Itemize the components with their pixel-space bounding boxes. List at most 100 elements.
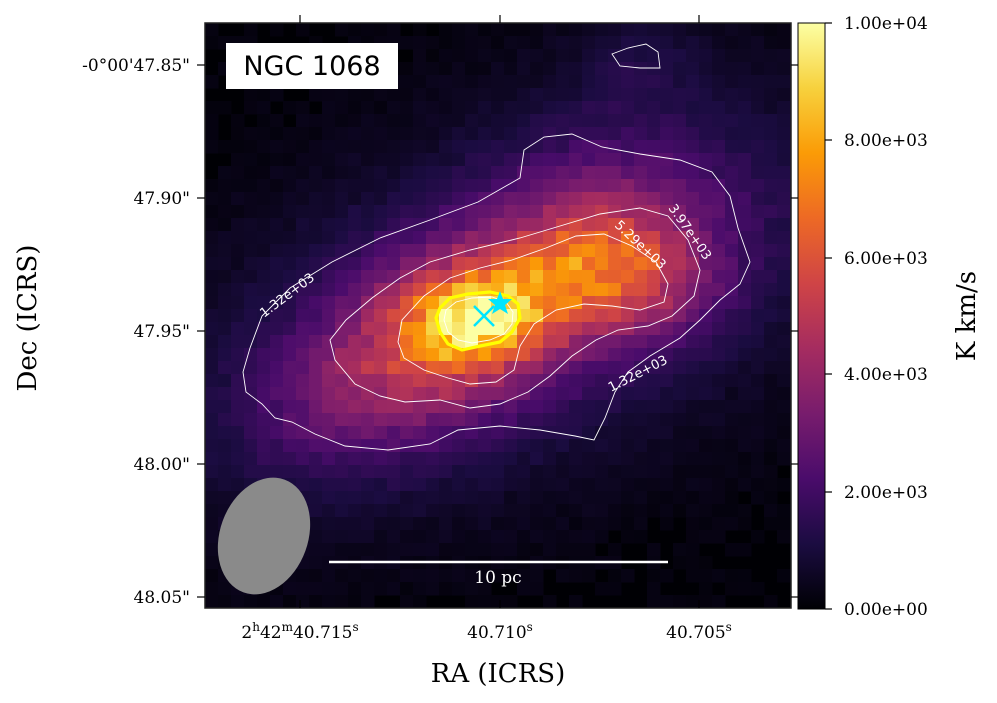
intensity-pixel: [374, 465, 388, 479]
intensity-pixel: [244, 296, 258, 310]
intensity-pixel: [491, 75, 505, 89]
intensity-pixel: [257, 218, 271, 232]
intensity-pixel: [738, 361, 752, 375]
intensity-pixel: [777, 374, 791, 388]
intensity-pixel: [569, 530, 583, 544]
intensity-pixel: [725, 244, 739, 258]
intensity-pixel: [387, 530, 401, 544]
intensity-pixel: [361, 205, 375, 219]
intensity-pixel: [686, 400, 700, 414]
intensity-pixel: [621, 140, 635, 154]
intensity-pixel: [673, 296, 687, 310]
intensity-pixel: [205, 465, 219, 479]
intensity-pixel: [205, 426, 219, 440]
intensity-pixel: [335, 192, 349, 206]
intensity-pixel: [569, 114, 583, 128]
intensity-pixel: [322, 101, 336, 115]
intensity-pixel: [244, 88, 258, 102]
intensity-pixel: [387, 491, 401, 505]
intensity-pixel: [491, 270, 505, 284]
intensity-pixel: [452, 49, 466, 63]
intensity-pixel: [634, 36, 648, 50]
intensity-pixel: [543, 465, 557, 479]
intensity-pixel: [686, 283, 700, 297]
intensity-pixel: [738, 88, 752, 102]
intensity-pixel: [283, 127, 297, 141]
intensity-pixel: [322, 127, 336, 141]
intensity-pixel: [335, 322, 349, 336]
intensity-pixel: [699, 140, 713, 154]
intensity-pixel: [530, 49, 544, 63]
intensity-pixel: [504, 491, 518, 505]
intensity-pixel: [647, 400, 661, 414]
intensity-pixel: [283, 192, 297, 206]
intensity-pixel: [426, 491, 440, 505]
intensity-pixel: [361, 270, 375, 284]
intensity-pixel: [595, 517, 609, 531]
intensity-pixel: [504, 49, 518, 63]
intensity-pixel: [400, 530, 414, 544]
intensity-pixel: [205, 595, 219, 608]
intensity-pixel: [439, 465, 453, 479]
intensity-pixel: [465, 465, 479, 479]
intensity-pixel: [270, 166, 284, 180]
intensity-pixel: [400, 478, 414, 492]
intensity-pixel: [517, 218, 531, 232]
intensity-pixel: [569, 426, 583, 440]
intensity-pixel: [543, 452, 557, 466]
intensity-pixel: [439, 49, 453, 63]
intensity-pixel: [647, 23, 661, 37]
intensity-pixel: [413, 400, 427, 414]
intensity-pixel: [348, 400, 362, 414]
intensity-pixel: [478, 491, 492, 505]
intensity-pixel: [569, 452, 583, 466]
intensity-pixel: [738, 335, 752, 349]
intensity-pixel: [244, 257, 258, 271]
intensity-pixel: [348, 257, 362, 271]
intensity-pixel: [582, 270, 596, 284]
intensity-pixel: [439, 530, 453, 544]
intensity-pixel: [244, 140, 258, 154]
intensity-pixel: [231, 309, 245, 323]
intensity-pixel: [673, 49, 687, 63]
intensity-pixel: [348, 465, 362, 479]
intensity-pixel: [348, 23, 362, 37]
intensity-pixel: [465, 205, 479, 219]
intensity-pixel: [374, 361, 388, 375]
intensity-pixel: [738, 348, 752, 362]
map-frame: [204, 22, 792, 609]
y-tick-label-4: 48.00": [134, 455, 191, 475]
intensity-pixel: [673, 361, 687, 375]
intensity-pixel: [465, 413, 479, 427]
intensity-pixel: [517, 36, 531, 50]
intensity-pixel: [660, 374, 674, 388]
intensity-pixel: [348, 205, 362, 219]
intensity-pixel: [764, 504, 778, 518]
intensity-pixel: [270, 153, 284, 167]
intensity-pixel: [582, 439, 596, 453]
intensity-pixel: [764, 75, 778, 89]
intensity-pixel: [712, 75, 726, 89]
intensity-pixel: [647, 192, 661, 206]
intensity-pixel: [608, 361, 622, 375]
intensity-pixel: [777, 36, 791, 50]
intensity-pixel: [751, 530, 765, 544]
intensity-pixel: [556, 387, 570, 401]
intensity-pixel: [426, 192, 440, 206]
intensity-pixel: [387, 283, 401, 297]
intensity-pixel: [764, 231, 778, 245]
intensity-pixel: [673, 478, 687, 492]
intensity-pixel: [296, 205, 310, 219]
intensity-pixel: [582, 374, 596, 388]
intensity-pixel: [751, 140, 765, 154]
intensity-pixel: [374, 140, 388, 154]
intensity-pixel: [218, 244, 232, 258]
colorbar-tick-1: 2.00e+03: [844, 483, 928, 503]
intensity-pixel: [517, 543, 531, 557]
intensity-pixel: [257, 244, 271, 258]
intensity-pixel: [751, 231, 765, 245]
intensity-pixel: [725, 426, 739, 440]
intensity-pixel: [361, 595, 375, 608]
intensity-pixel: [335, 348, 349, 362]
intensity-pixel: [530, 166, 544, 180]
